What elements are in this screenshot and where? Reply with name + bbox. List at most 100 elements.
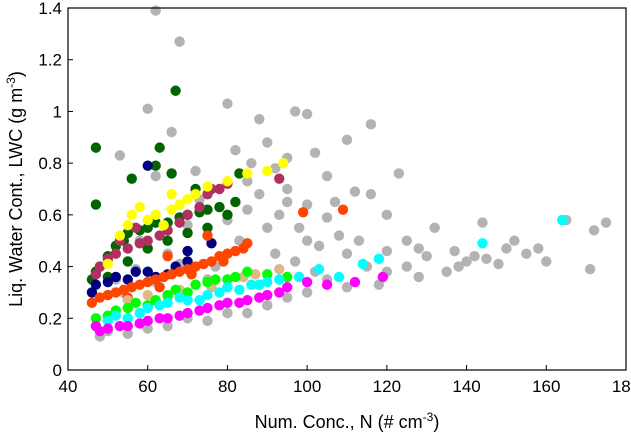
data-point (230, 196, 241, 208)
data-point (134, 238, 145, 249)
y-tick-label: 1 (53, 102, 62, 121)
data-point (134, 318, 145, 329)
data-point (202, 289, 213, 301)
data-point (150, 209, 161, 221)
data-point (122, 274, 133, 285)
data-point (278, 157, 289, 169)
data-point (162, 289, 173, 301)
data-point (150, 274, 161, 285)
data-point (154, 313, 165, 324)
data-point (158, 271, 169, 283)
data-point (142, 222, 153, 233)
data-point (134, 307, 145, 319)
data-point (357, 258, 369, 270)
data-point (122, 302, 133, 314)
data-point (182, 209, 193, 221)
data-point (182, 220, 193, 231)
data-point (401, 235, 412, 246)
data-point (174, 217, 185, 228)
data-point (214, 287, 225, 298)
data-point (182, 307, 193, 319)
data-point (584, 263, 596, 275)
x-axis-ticks: 40 60 80 100 120 140 160 180 (59, 365, 631, 396)
data-point (274, 274, 285, 285)
data-point (122, 313, 133, 324)
data-point (282, 292, 293, 303)
x-tick-label: 100 (293, 377, 321, 396)
data-point (242, 307, 253, 319)
data-point (182, 287, 193, 298)
y-tick-label: 1.4 (38, 0, 62, 18)
y-tick-label: 0.4 (38, 258, 62, 277)
data-point (321, 170, 333, 182)
data-point (142, 302, 153, 314)
data-point (122, 227, 133, 239)
data-point (274, 287, 285, 298)
data-point (246, 157, 257, 169)
data-point (274, 209, 285, 221)
data-point (118, 284, 129, 296)
data-point (413, 271, 424, 283)
data-point (481, 253, 492, 265)
data-point (234, 284, 245, 296)
data-point (254, 292, 265, 303)
data-point (194, 305, 205, 316)
data-point (254, 113, 265, 125)
data-point (122, 320, 133, 332)
series-gray (94, 5, 612, 342)
data-point (289, 256, 301, 267)
data-point (150, 170, 161, 182)
data-point (206, 238, 217, 249)
data-point (341, 134, 353, 146)
data-points (86, 5, 612, 342)
data-point (337, 204, 349, 215)
data-point (421, 251, 432, 262)
data-point (533, 243, 544, 254)
data-point (373, 253, 385, 265)
data-point (413, 243, 424, 254)
data-point (214, 183, 225, 195)
data-point (142, 103, 153, 115)
data-point (94, 292, 106, 303)
data-point (110, 310, 122, 321)
y-tick-label: 0.2 (38, 309, 62, 328)
data-point (222, 248, 233, 259)
data-point (150, 160, 161, 171)
x-tick-label: 60 (138, 377, 157, 396)
data-point (509, 235, 520, 246)
data-point (202, 276, 213, 288)
data-point (182, 194, 193, 205)
data-point (377, 271, 389, 283)
data-point (90, 142, 102, 153)
data-point (242, 266, 253, 277)
data-point (142, 315, 153, 327)
data-point (262, 222, 273, 233)
data-point (341, 248, 353, 259)
data-point (130, 297, 141, 308)
data-point (154, 300, 165, 311)
data-point (186, 269, 197, 280)
data-point (289, 106, 301, 117)
data-point (293, 271, 305, 283)
series-cyan (90, 214, 568, 332)
data-point (222, 176, 233, 187)
data-point (262, 276, 273, 288)
data-point (202, 315, 213, 327)
data-point (293, 222, 305, 233)
data-point (493, 258, 504, 270)
data-point (102, 323, 114, 334)
data-point (122, 294, 133, 306)
data-point (441, 266, 452, 277)
plot-frame (67, 7, 627, 371)
data-point (242, 204, 253, 215)
data-point (262, 137, 273, 148)
data-point (453, 261, 464, 272)
data-point (190, 165, 201, 177)
data-point (365, 119, 377, 130)
data-point (301, 287, 313, 298)
data-point (234, 297, 245, 308)
data-point (214, 300, 225, 311)
data-point (166, 126, 177, 138)
data-point (230, 245, 241, 257)
